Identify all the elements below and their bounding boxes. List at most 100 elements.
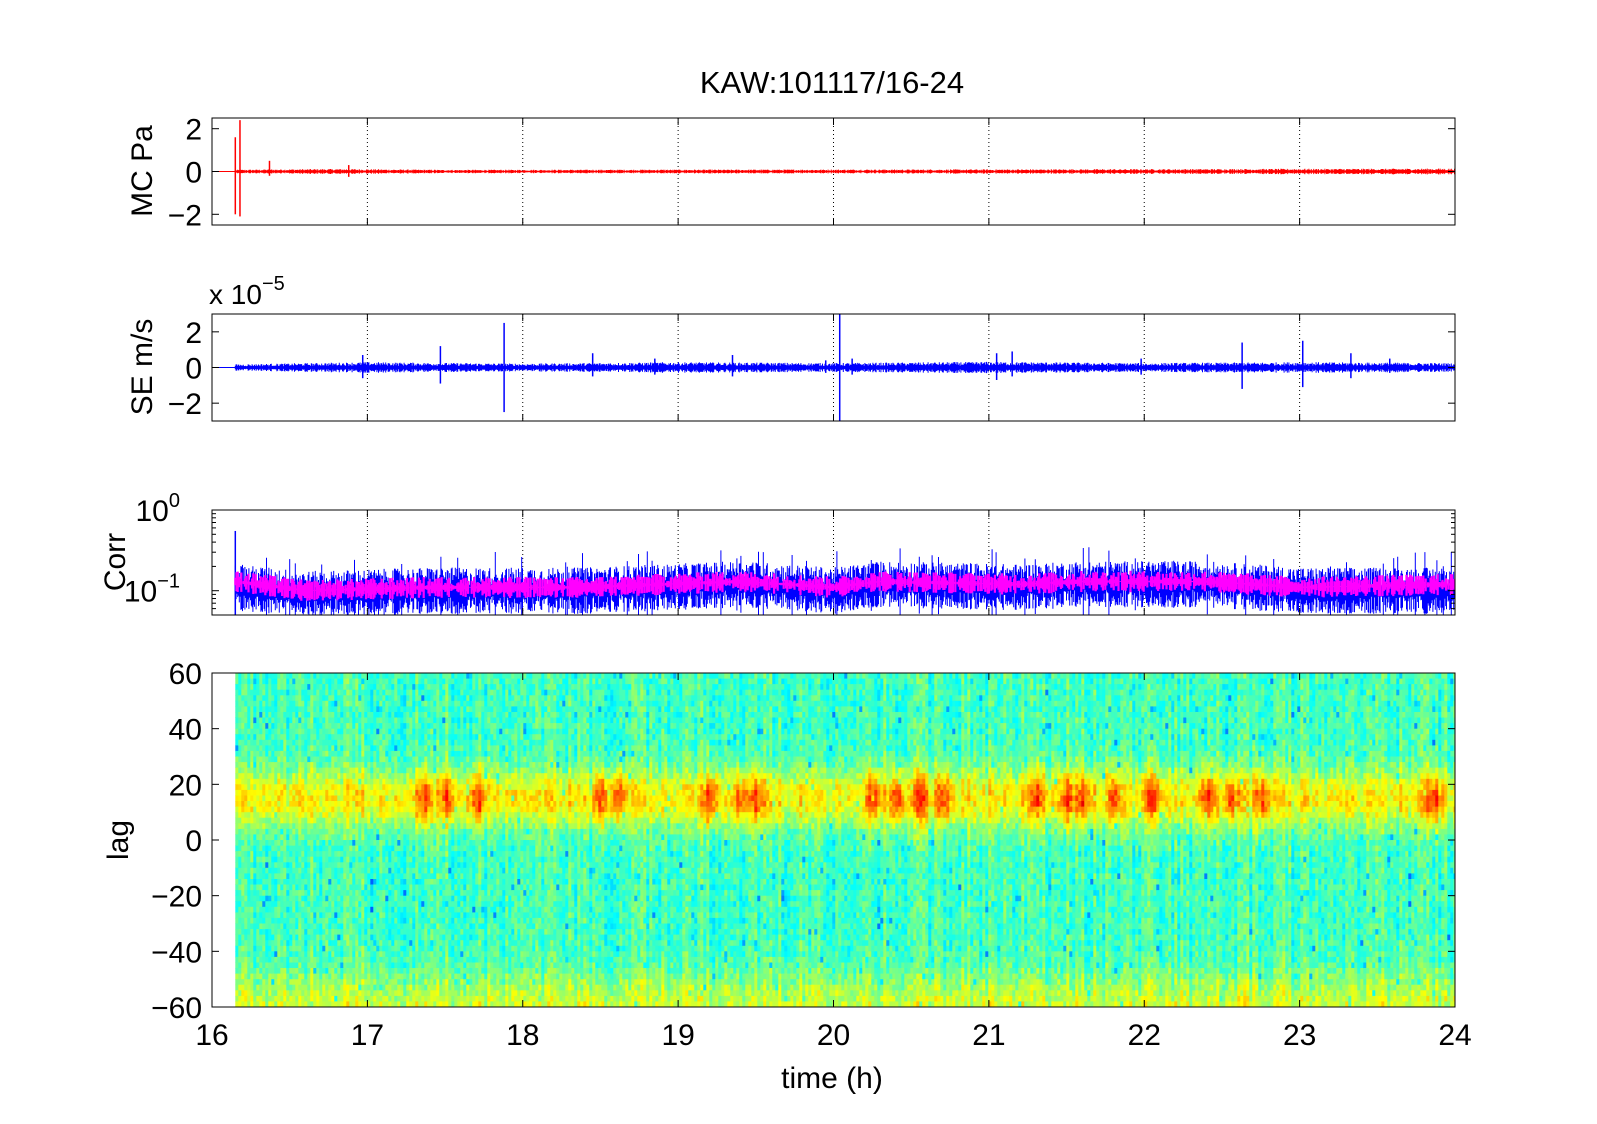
heatmap-cell (322, 828, 326, 835)
heatmap-cell (448, 673, 452, 679)
heatmap-cell (247, 673, 251, 679)
heatmap-cell (451, 695, 455, 702)
heatmap-cell (379, 828, 383, 835)
heatmap-cell (334, 712, 338, 718)
heatmap-cell (298, 884, 302, 891)
heatmap-cell (373, 801, 377, 807)
heatmap-cell (355, 895, 359, 902)
heatmap-cell (379, 917, 383, 924)
heatmap-cell (475, 673, 479, 679)
heatmap-cell (424, 951, 428, 958)
heatmap-cell (313, 784, 317, 791)
heatmap-cell (472, 917, 476, 924)
heatmap-cell (403, 979, 407, 986)
heatmap-cell (241, 862, 245, 869)
heatmap-cell (412, 840, 416, 846)
heatmap-cell (430, 940, 434, 947)
heatmap-cell (316, 767, 320, 774)
heatmap-cell (250, 984, 254, 991)
heatmap-cell (436, 673, 440, 679)
heatmap-cell (313, 739, 317, 746)
heatmap-cell (256, 834, 260, 841)
heatmap-cell (376, 895, 380, 902)
heatmap-cell (355, 979, 359, 986)
heatmap-cell (385, 940, 389, 947)
heatmap-cell (355, 745, 359, 752)
heatmap-cell (301, 723, 305, 730)
heatmap-cell (418, 734, 422, 741)
heatmap-cell (430, 879, 434, 885)
heatmap-cell (412, 940, 416, 947)
heatmap-cell (256, 862, 260, 869)
heatmap-cell (262, 728, 266, 735)
heatmap-cell (466, 806, 470, 813)
heatmap-cell (274, 695, 278, 702)
heatmap-cell (295, 912, 299, 919)
heatmap-cell (256, 739, 260, 746)
heatmap-cell (400, 951, 404, 958)
heatmap-cell (355, 739, 359, 746)
heatmap-cell (322, 867, 326, 874)
heatmap-cell (340, 1001, 344, 1007)
heatmap-cell (280, 812, 284, 819)
heatmap-cell (424, 873, 428, 880)
heatmap-cell (322, 756, 326, 763)
heatmap-cell (313, 851, 317, 858)
heatmap-cell (319, 968, 323, 974)
heatmap-cell (259, 801, 263, 807)
heatmap-cell (412, 739, 416, 746)
heatmap-cell (469, 812, 473, 819)
heatmap-cell (268, 945, 272, 952)
heatmap-cell (475, 700, 479, 707)
heatmap-cell (298, 801, 302, 807)
heatmap-cell (277, 912, 281, 919)
heatmap-cell (445, 890, 449, 897)
heatmap-cell (457, 845, 461, 852)
heatmap-cell (430, 706, 434, 713)
heatmap-cell (256, 684, 260, 691)
heatmap-cell (370, 1001, 374, 1007)
heatmap-cell (454, 995, 458, 1002)
heatmap-cell (361, 929, 365, 936)
heatmap-cell (424, 745, 428, 752)
heatmap-cell (358, 956, 362, 963)
heatmap-cell (295, 890, 299, 897)
heatmap-cell (295, 762, 299, 769)
heatmap-cell (301, 973, 305, 980)
heatmap-cell (313, 706, 317, 713)
heatmap-cell (466, 750, 470, 757)
heatmap-cell (382, 873, 386, 880)
heatmap-cell (451, 912, 455, 919)
heatmap-cell (292, 984, 296, 991)
heatmap-cell (382, 684, 386, 691)
heatmap-cell (250, 689, 254, 696)
heatmap-cell (445, 684, 449, 691)
heatmap-cell (268, 834, 272, 841)
heatmap-cell (310, 673, 314, 679)
heatmap-cell (472, 956, 476, 963)
heatmap-cell (397, 773, 401, 780)
heatmap-cell (406, 906, 410, 913)
heatmap-cell (238, 762, 242, 769)
heatmap-cell (274, 851, 278, 858)
heatmap-cell (337, 734, 341, 741)
heatmap-cell (286, 750, 290, 757)
heatmap-cell (307, 851, 311, 858)
heatmap-cell (238, 801, 242, 807)
heatmap-cell (457, 884, 461, 891)
heatmap-cell (283, 840, 287, 846)
heatmap-cell (370, 739, 374, 746)
heatmap-cell (268, 673, 272, 679)
heatmap-cell (364, 801, 368, 807)
heatmap-cell (283, 873, 287, 880)
heatmap-cell (310, 945, 314, 952)
heatmap-cell (415, 806, 419, 813)
heatmap-cell (376, 873, 380, 880)
velocity-ylabel: SE m/s (126, 319, 159, 416)
heatmap-cell (364, 834, 368, 841)
heatmap-cell (361, 778, 365, 785)
heatmap-cell (433, 995, 437, 1002)
heatmap-cell (436, 812, 440, 819)
heatmap-cell (295, 879, 299, 885)
heatmap-cell (286, 979, 290, 986)
